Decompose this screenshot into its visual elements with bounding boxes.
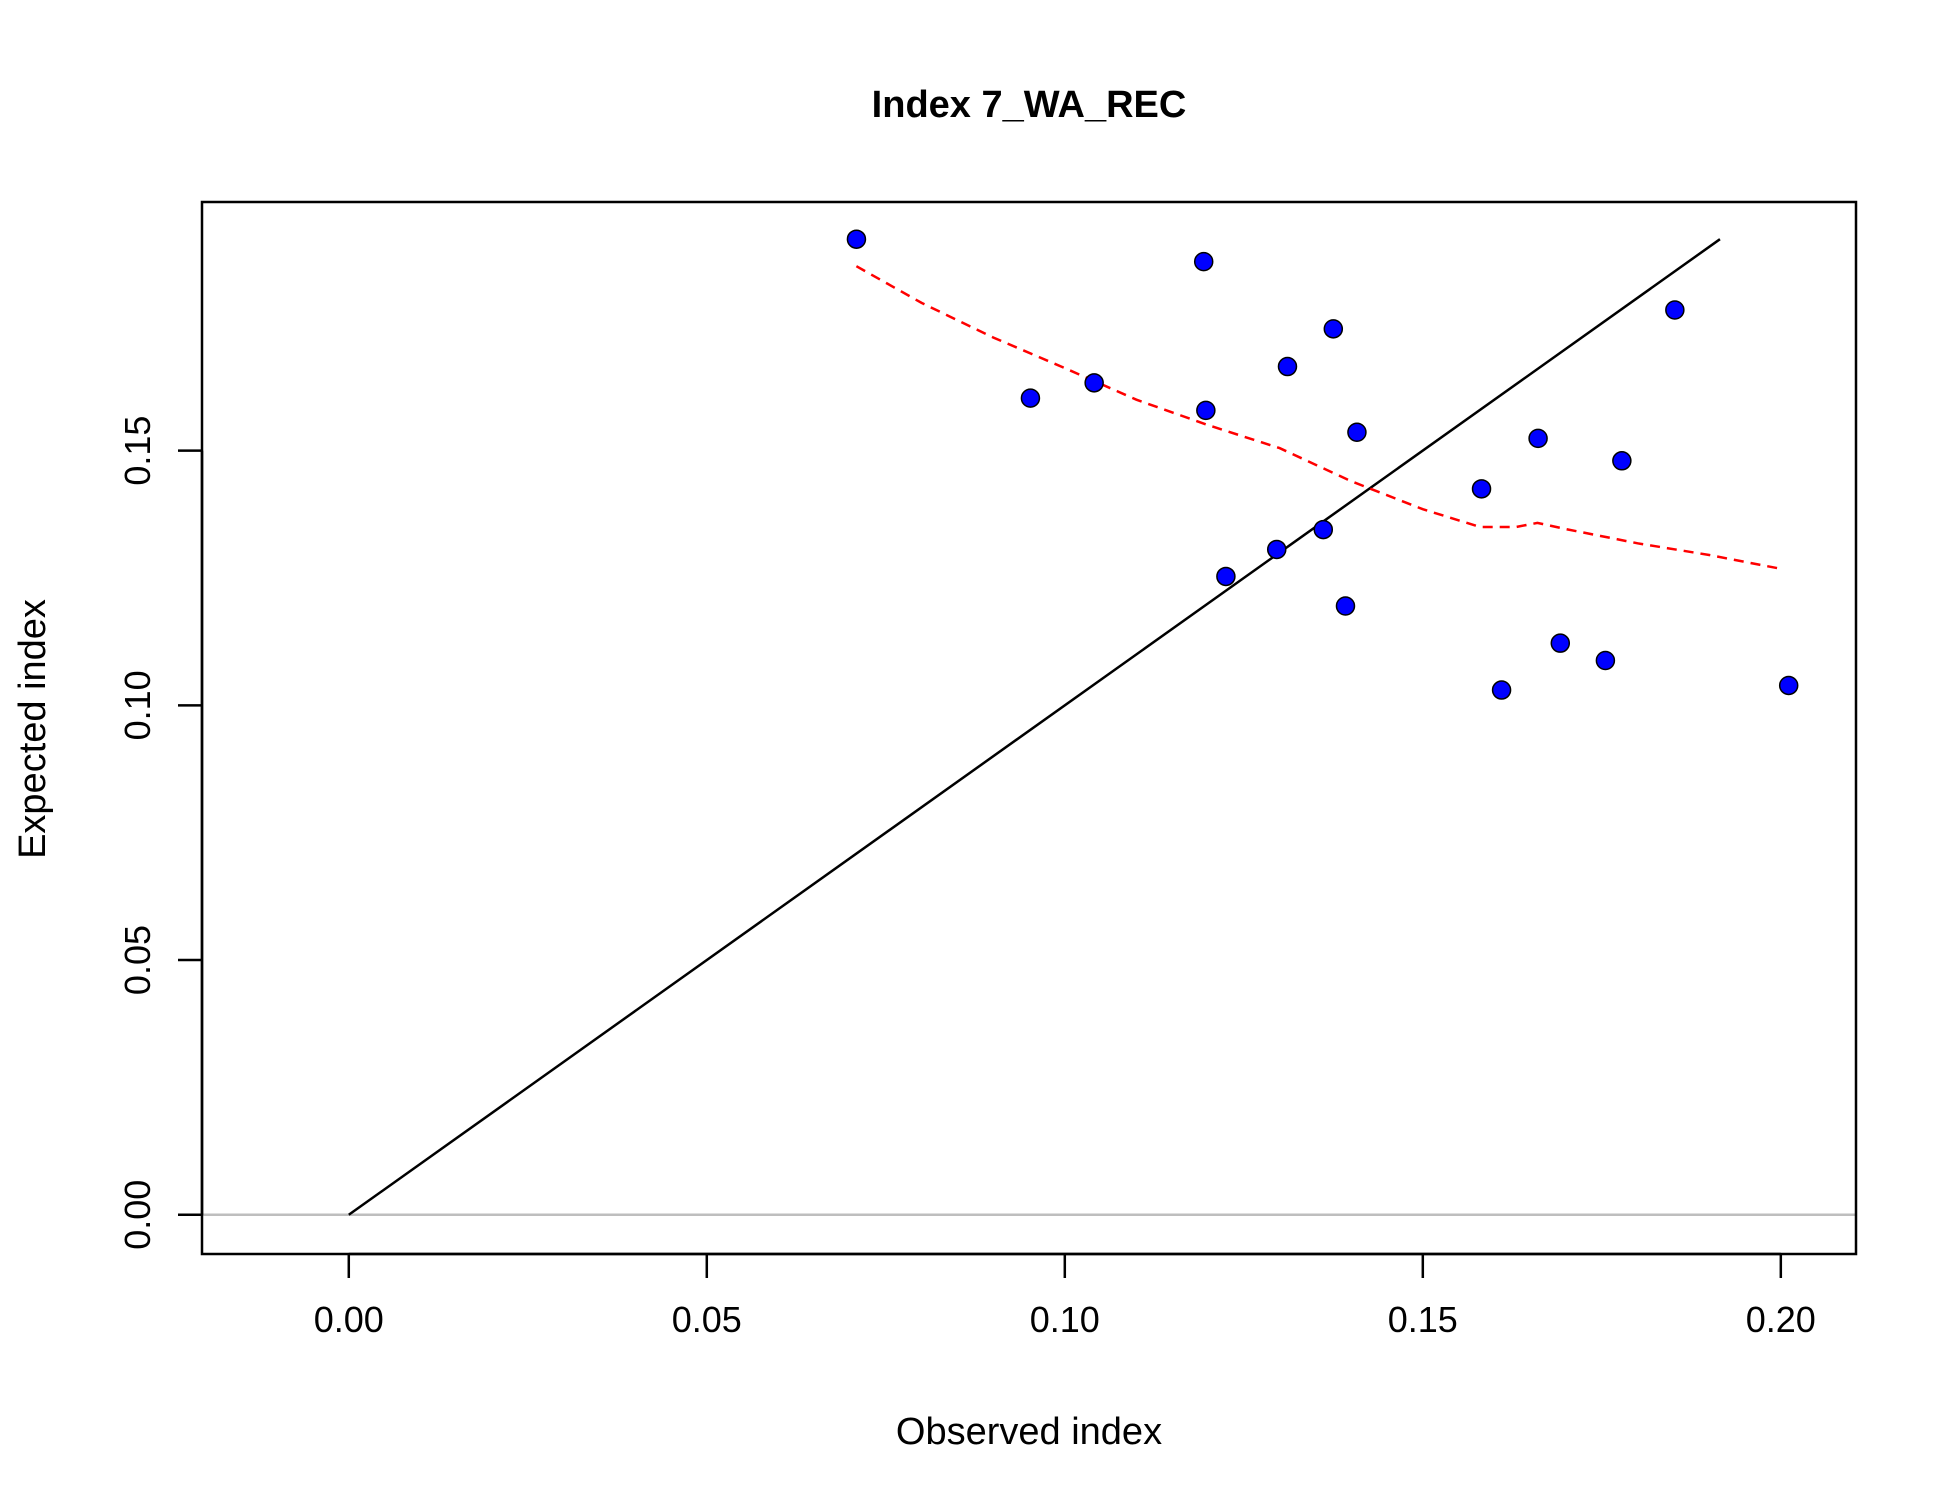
plot-area	[202, 229, 1856, 1217]
x-tick-label: 0.05	[672, 1299, 742, 1340]
data-point	[1491, 680, 1512, 700]
data-point	[1196, 400, 1216, 421]
y-tick-label: 0.10	[117, 670, 158, 740]
data-point	[1595, 650, 1616, 671]
data-point	[1528, 428, 1548, 449]
data-point	[1665, 300, 1685, 320]
y-axis: 0.00 0.05 0.10 0.15	[117, 416, 204, 1250]
y-tick-label: 0.15	[117, 416, 158, 486]
data-point	[1313, 519, 1334, 540]
data-point	[1323, 319, 1344, 339]
identity-line	[348, 238, 1721, 1216]
chart-title: Index 7_WA_REC	[872, 84, 1187, 126]
x-tick-label: 0.10	[1030, 1299, 1100, 1340]
data-point	[1266, 539, 1287, 560]
data-point	[1550, 633, 1571, 653]
y-tick-label: 0.05	[117, 925, 158, 995]
x-tick-label: 0.15	[1388, 1299, 1458, 1340]
x-axis: 0.00 0.05 0.10 0.15 0.20	[314, 1252, 1816, 1340]
data-point	[1020, 388, 1041, 408]
data-point	[1335, 596, 1356, 616]
smoother-line	[855, 265, 1782, 571]
data-point	[1084, 373, 1104, 393]
y-tick-label: 0.00	[117, 1180, 158, 1250]
data-point	[1216, 566, 1236, 587]
data-point	[1471, 479, 1492, 499]
data-point	[1778, 675, 1799, 696]
data-point	[1277, 356, 1298, 377]
x-tick-label: 0.00	[314, 1299, 384, 1340]
data-point	[1347, 422, 1367, 443]
y-axis-label: Expected index	[12, 599, 54, 859]
data-point	[1612, 451, 1632, 471]
plot-frame	[200, 200, 1858, 1256]
data-point	[846, 229, 867, 249]
x-tick-label: 0.20	[1746, 1299, 1816, 1340]
x-axis-label: Observed index	[896, 1411, 1162, 1453]
data-point	[1193, 251, 1214, 272]
